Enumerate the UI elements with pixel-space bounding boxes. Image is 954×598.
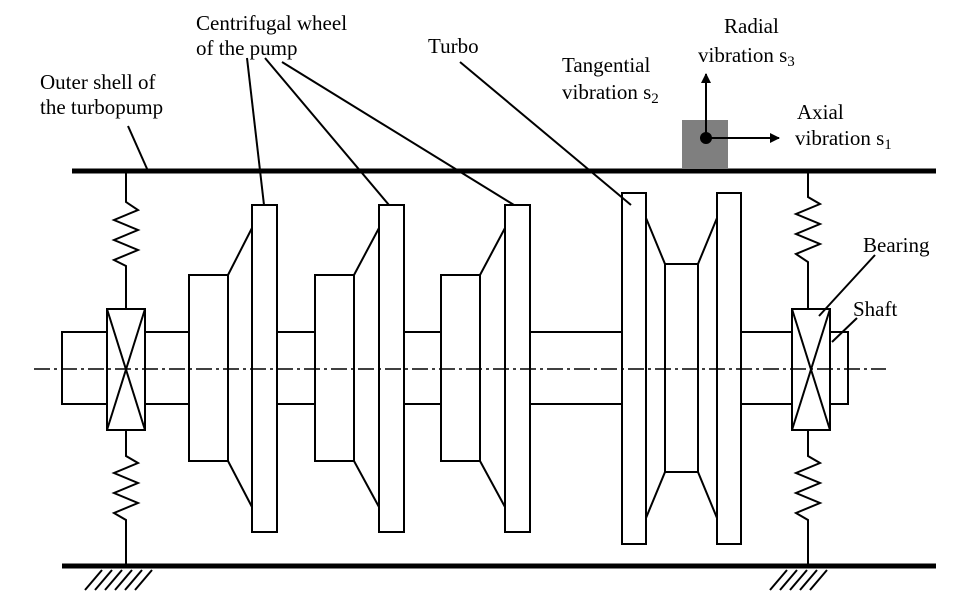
sensor-point bbox=[700, 132, 712, 144]
label-axial-line1: Axial bbox=[797, 100, 844, 124]
ground-hatch-right bbox=[769, 569, 828, 591]
leader-shaft bbox=[831, 317, 858, 343]
leader-outer-shell bbox=[127, 125, 149, 172]
label-radial-line2: vibration s3 bbox=[698, 43, 795, 70]
label-axial-line2: vibration s1 bbox=[795, 126, 892, 153]
leader-pump-wheel-3 bbox=[281, 61, 515, 206]
label-turbo: Turbo bbox=[428, 34, 479, 58]
leader-pump-wheel-2 bbox=[264, 57, 390, 206]
label-tangential-line2: vibration s2 bbox=[562, 80, 659, 107]
label-outer-shell-line2: the turbopump bbox=[40, 95, 163, 119]
ground-hatch-left bbox=[84, 569, 153, 591]
label-shaft: Shaft bbox=[853, 297, 897, 321]
label-bearing: Bearing bbox=[863, 233, 930, 257]
label-centrifugal-line1: Centrifugal wheel bbox=[196, 11, 347, 35]
vibration-sensor bbox=[682, 73, 780, 168]
label-radial-line1: Radial bbox=[724, 14, 779, 38]
right-lower-spring bbox=[793, 430, 823, 566]
label-tangential-line1: Tangential bbox=[562, 53, 650, 77]
label-outer-shell-line1: Outer shell of bbox=[40, 70, 155, 94]
leader-turbo bbox=[459, 61, 632, 206]
leader-bearing bbox=[818, 254, 876, 317]
pump-wheel-3 bbox=[440, 204, 531, 533]
left-lower-spring bbox=[111, 430, 141, 566]
left-upper-spring bbox=[111, 171, 141, 309]
label-centrifugal-line2: of the pump bbox=[196, 36, 297, 60]
right-upper-spring bbox=[793, 171, 823, 309]
leader-pump-wheel-1 bbox=[246, 57, 265, 206]
